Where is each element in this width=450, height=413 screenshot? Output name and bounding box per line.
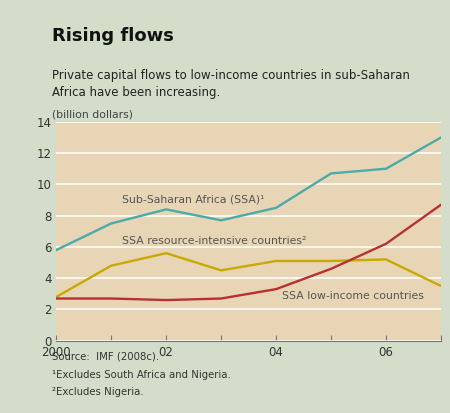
Text: Rising flows: Rising flows [52, 27, 174, 45]
Text: SSA resource-intensive countries²: SSA resource-intensive countries² [122, 236, 306, 246]
Text: (billion dollars): (billion dollars) [52, 110, 133, 120]
Text: Source:  IMF (2008c).: Source: IMF (2008c). [52, 351, 159, 361]
Text: ²Excludes Nigeria.: ²Excludes Nigeria. [52, 387, 144, 397]
Text: Sub-Saharan Africa (SSA)¹: Sub-Saharan Africa (SSA)¹ [122, 194, 265, 204]
Text: ¹Excludes South Africa and Nigeria.: ¹Excludes South Africa and Nigeria. [52, 370, 230, 380]
Text: Private capital flows to low-income countries in sub-Saharan
Africa have been in: Private capital flows to low-income coun… [52, 69, 410, 99]
Text: SSA low-income countries: SSA low-income countries [282, 291, 423, 301]
